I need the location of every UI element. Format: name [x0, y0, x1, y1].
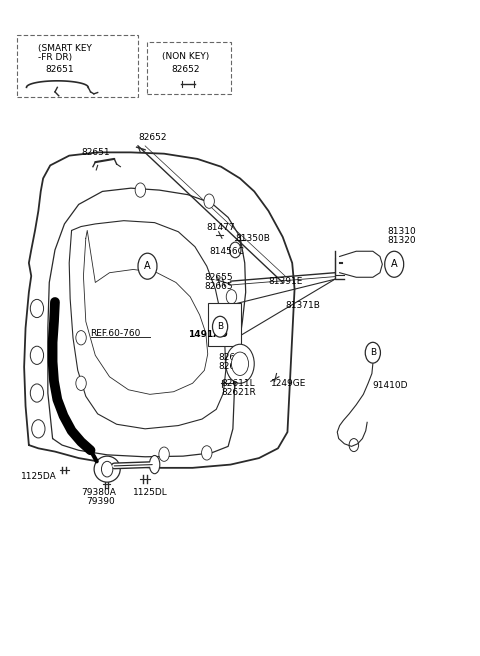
Text: 82665: 82665	[204, 282, 233, 291]
Ellipse shape	[94, 456, 120, 482]
Text: 81391E: 81391E	[268, 277, 303, 285]
Circle shape	[202, 445, 212, 460]
Circle shape	[213, 316, 228, 337]
Circle shape	[384, 251, 404, 277]
Circle shape	[138, 253, 157, 279]
Text: 81371B: 81371B	[285, 300, 320, 310]
Text: 81456C: 81456C	[209, 247, 244, 256]
Text: B: B	[217, 322, 223, 331]
Circle shape	[226, 344, 254, 383]
Text: 1491AD: 1491AD	[188, 330, 228, 339]
Text: 79390: 79390	[86, 497, 115, 506]
Text: (NON KEY): (NON KEY)	[162, 52, 209, 60]
Text: 1125DA: 1125DA	[21, 472, 57, 481]
Text: A: A	[144, 261, 151, 271]
Text: 1249GE: 1249GE	[271, 379, 306, 388]
Circle shape	[159, 447, 169, 461]
Text: A: A	[391, 259, 397, 269]
Text: 81350B: 81350B	[235, 234, 270, 243]
Text: 82620: 82620	[219, 362, 247, 371]
Circle shape	[32, 420, 45, 438]
Bar	[17, 35, 138, 97]
Text: 82651: 82651	[46, 65, 74, 73]
Text: 82651: 82651	[81, 148, 110, 157]
Text: 79380A: 79380A	[81, 488, 116, 497]
Circle shape	[204, 194, 215, 209]
Circle shape	[30, 346, 44, 365]
Circle shape	[231, 352, 249, 375]
Text: 82652: 82652	[138, 133, 167, 142]
Text: 81477: 81477	[207, 223, 235, 232]
Circle shape	[30, 299, 44, 318]
Bar	[147, 42, 230, 94]
Circle shape	[229, 367, 240, 380]
Circle shape	[135, 183, 145, 197]
Text: 82655: 82655	[204, 273, 233, 282]
Text: 82611L: 82611L	[221, 379, 255, 388]
Text: 82652: 82652	[171, 65, 200, 73]
FancyBboxPatch shape	[208, 302, 241, 346]
Text: 81320: 81320	[387, 236, 416, 245]
Circle shape	[101, 461, 113, 477]
Circle shape	[349, 439, 359, 451]
Ellipse shape	[149, 455, 160, 474]
Circle shape	[76, 331, 86, 345]
Text: 1125DL: 1125DL	[133, 488, 168, 497]
Text: -FR DR): -FR DR)	[38, 53, 72, 62]
Circle shape	[226, 289, 237, 304]
Text: 82610: 82610	[219, 353, 247, 361]
Circle shape	[30, 384, 44, 402]
Text: 82621R: 82621R	[221, 388, 256, 397]
Text: 81310: 81310	[387, 227, 416, 236]
Text: (SMART KEY: (SMART KEY	[38, 44, 92, 53]
Circle shape	[365, 342, 381, 363]
Circle shape	[76, 376, 86, 390]
Text: B: B	[370, 348, 376, 358]
Text: REF.60-760: REF.60-760	[91, 329, 141, 338]
Text: 91410D: 91410D	[373, 380, 408, 390]
Circle shape	[229, 242, 241, 258]
